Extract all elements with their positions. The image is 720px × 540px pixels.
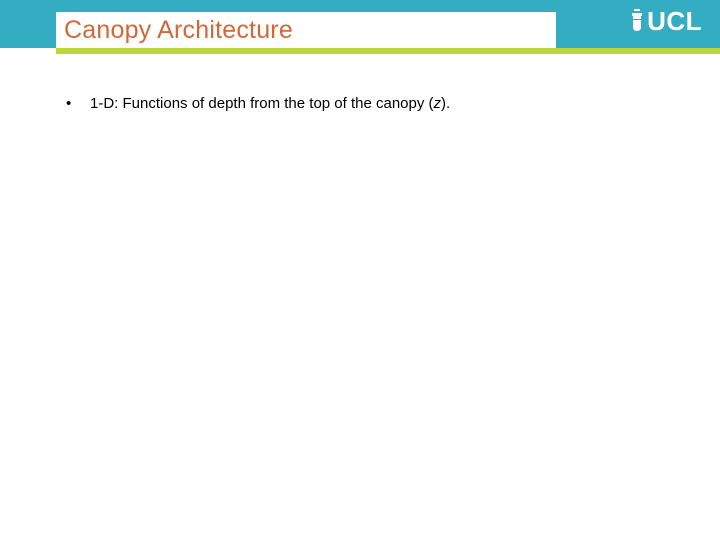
- bullet-var: z: [434, 95, 442, 112]
- title-box: Canopy Architecture: [56, 12, 556, 48]
- bullet-prefix: 1-D: Functions of depth from the top of …: [90, 95, 434, 112]
- ucl-crest-icon: [631, 9, 643, 33]
- accent-line: [56, 48, 720, 54]
- page-title: Canopy Architecture: [64, 16, 293, 45]
- list-item: • 1-D: Functions of depth from the top o…: [66, 94, 680, 114]
- bullet-text: 1-D: Functions of depth from the top of …: [90, 94, 680, 114]
- bullet-suffix: ).: [441, 95, 450, 112]
- bullet-icon: •: [66, 94, 90, 114]
- ucl-logo-text: UCL: [647, 8, 702, 34]
- ucl-logo: UCL: [631, 8, 702, 34]
- content-area: • 1-D: Functions of depth from the top o…: [66, 94, 680, 114]
